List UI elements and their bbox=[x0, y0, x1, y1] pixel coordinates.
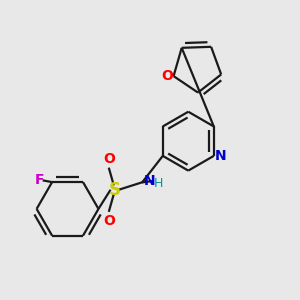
Text: O: O bbox=[103, 152, 115, 166]
Text: O: O bbox=[103, 214, 115, 228]
Text: N: N bbox=[214, 149, 226, 163]
Text: N: N bbox=[144, 174, 156, 188]
Text: F: F bbox=[35, 173, 44, 187]
Text: O: O bbox=[161, 69, 173, 83]
Text: S: S bbox=[109, 181, 121, 199]
Text: H: H bbox=[154, 177, 164, 190]
